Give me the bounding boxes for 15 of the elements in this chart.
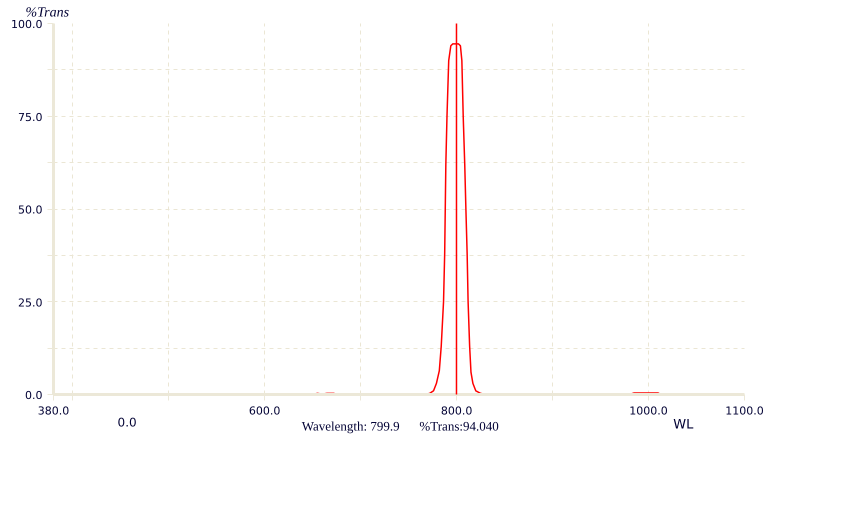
x-tick-label: 800.0 bbox=[440, 404, 472, 418]
y-axis-title: %Trans bbox=[26, 6, 70, 20]
y-tick-label: 25.0 bbox=[18, 296, 43, 310]
x-axis-title: WL bbox=[673, 418, 694, 432]
x-tick-label: 380.0 bbox=[38, 404, 70, 418]
x-tick-label: 1000.0 bbox=[629, 404, 668, 418]
y-tick-label: 50.0 bbox=[18, 204, 43, 216]
y-tick-label: 100.0 bbox=[11, 18, 43, 31]
x-tick-label: 1100.0 bbox=[725, 404, 764, 418]
text: 0.0 bbox=[118, 416, 137, 430]
text: %Trans:94.040 bbox=[419, 418, 499, 434]
x-tick-label: 600.0 bbox=[248, 404, 280, 418]
text: Wavelength: 799.9 bbox=[302, 418, 400, 434]
y-tick-label: 0.0 bbox=[25, 389, 43, 402]
y-tick-label: 75.0 bbox=[18, 110, 43, 124]
